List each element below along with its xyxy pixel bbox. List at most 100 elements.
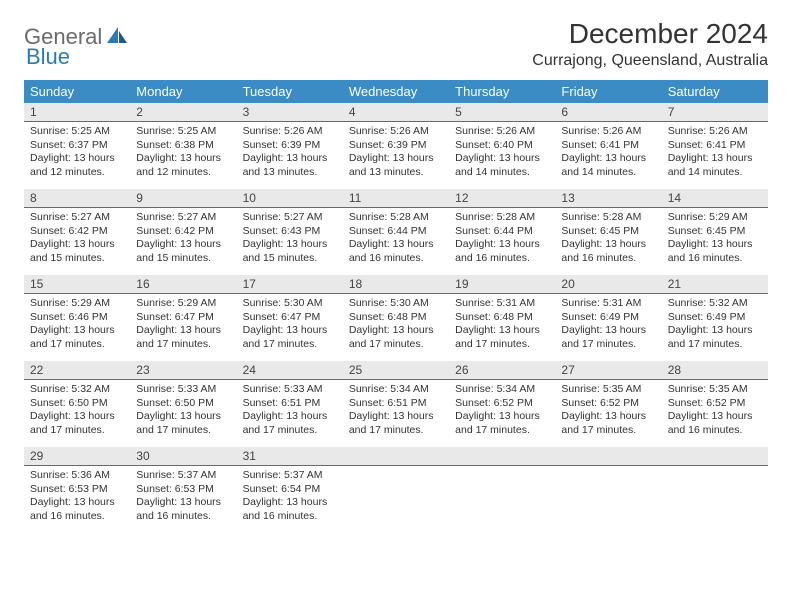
day-header-cell: Monday: [130, 80, 236, 103]
day-number: 19: [449, 275, 555, 294]
day-cell: 28Sunrise: 5:35 AMSunset: 6:52 PMDayligh…: [662, 361, 768, 447]
day-cell: 17Sunrise: 5:30 AMSunset: 6:47 PMDayligh…: [237, 275, 343, 361]
day-cell: 6Sunrise: 5:26 AMSunset: 6:41 PMDaylight…: [555, 103, 661, 189]
day-number: 7: [662, 103, 768, 122]
day-number: 25: [343, 361, 449, 380]
day-number: 18: [343, 275, 449, 294]
day-cell: 12Sunrise: 5:28 AMSunset: 6:44 PMDayligh…: [449, 189, 555, 275]
day-number: 9: [130, 189, 236, 208]
day-cell: 3Sunrise: 5:26 AMSunset: 6:39 PMDaylight…: [237, 103, 343, 189]
day-number: 13: [555, 189, 661, 208]
day-cell: 19Sunrise: 5:31 AMSunset: 6:48 PMDayligh…: [449, 275, 555, 361]
day-details: Sunrise: 5:29 AMSunset: 6:46 PMDaylight:…: [24, 294, 130, 358]
day-details: Sunrise: 5:29 AMSunset: 6:47 PMDaylight:…: [130, 294, 236, 358]
day-number: 6: [555, 103, 661, 122]
day-cell: 2Sunrise: 5:25 AMSunset: 6:38 PMDaylight…: [130, 103, 236, 189]
day-details: Sunrise: 5:33 AMSunset: 6:50 PMDaylight:…: [130, 380, 236, 444]
day-number: 24: [237, 361, 343, 380]
day-cell: 25Sunrise: 5:34 AMSunset: 6:51 PMDayligh…: [343, 361, 449, 447]
day-number: 14: [662, 189, 768, 208]
day-details: Sunrise: 5:37 AMSunset: 6:53 PMDaylight:…: [130, 466, 236, 530]
day-header-cell: Sunday: [24, 80, 130, 103]
day-details: Sunrise: 5:32 AMSunset: 6:50 PMDaylight:…: [24, 380, 130, 444]
day-cell: 18Sunrise: 5:30 AMSunset: 6:48 PMDayligh…: [343, 275, 449, 361]
month-title: December 2024: [532, 18, 768, 50]
day-details: Sunrise: 5:36 AMSunset: 6:53 PMDaylight:…: [24, 466, 130, 530]
empty-cell: [662, 447, 768, 533]
day-cell: 15Sunrise: 5:29 AMSunset: 6:46 PMDayligh…: [24, 275, 130, 361]
day-cell: 24Sunrise: 5:33 AMSunset: 6:51 PMDayligh…: [237, 361, 343, 447]
day-details: Sunrise: 5:26 AMSunset: 6:41 PMDaylight:…: [555, 122, 661, 186]
day-cell: 5Sunrise: 5:26 AMSunset: 6:40 PMDaylight…: [449, 103, 555, 189]
day-number: [343, 447, 449, 466]
day-details: Sunrise: 5:34 AMSunset: 6:51 PMDaylight:…: [343, 380, 449, 444]
day-details: Sunrise: 5:26 AMSunset: 6:39 PMDaylight:…: [237, 122, 343, 186]
day-header-cell: Tuesday: [237, 80, 343, 103]
day-number: [449, 447, 555, 466]
day-cell: 4Sunrise: 5:26 AMSunset: 6:39 PMDaylight…: [343, 103, 449, 189]
day-cell: 13Sunrise: 5:28 AMSunset: 6:45 PMDayligh…: [555, 189, 661, 275]
day-details: Sunrise: 5:30 AMSunset: 6:47 PMDaylight:…: [237, 294, 343, 358]
day-details: Sunrise: 5:32 AMSunset: 6:49 PMDaylight:…: [662, 294, 768, 358]
day-cell: 29Sunrise: 5:36 AMSunset: 6:53 PMDayligh…: [24, 447, 130, 533]
week-row: 29Sunrise: 5:36 AMSunset: 6:53 PMDayligh…: [24, 447, 768, 533]
header: General December 2024 Currajong, Queensl…: [24, 18, 768, 70]
day-details: Sunrise: 5:28 AMSunset: 6:45 PMDaylight:…: [555, 208, 661, 272]
day-cell: 20Sunrise: 5:31 AMSunset: 6:49 PMDayligh…: [555, 275, 661, 361]
day-number: 31: [237, 447, 343, 466]
day-cell: 27Sunrise: 5:35 AMSunset: 6:52 PMDayligh…: [555, 361, 661, 447]
day-details: Sunrise: 5:26 AMSunset: 6:41 PMDaylight:…: [662, 122, 768, 186]
day-number: 2: [130, 103, 236, 122]
day-cell: 8Sunrise: 5:27 AMSunset: 6:42 PMDaylight…: [24, 189, 130, 275]
week-row: 15Sunrise: 5:29 AMSunset: 6:46 PMDayligh…: [24, 275, 768, 361]
empty-cell: [555, 447, 661, 533]
day-cell: 16Sunrise: 5:29 AMSunset: 6:47 PMDayligh…: [130, 275, 236, 361]
day-details: Sunrise: 5:27 AMSunset: 6:42 PMDaylight:…: [130, 208, 236, 272]
day-number: [555, 447, 661, 466]
week-row: 8Sunrise: 5:27 AMSunset: 6:42 PMDaylight…: [24, 189, 768, 275]
day-cell: 23Sunrise: 5:33 AMSunset: 6:50 PMDayligh…: [130, 361, 236, 447]
day-details: Sunrise: 5:25 AMSunset: 6:38 PMDaylight:…: [130, 122, 236, 186]
calendar: SundayMondayTuesdayWednesdayThursdayFrid…: [24, 80, 768, 533]
day-cell: 11Sunrise: 5:28 AMSunset: 6:44 PMDayligh…: [343, 189, 449, 275]
day-number: 3: [237, 103, 343, 122]
day-number: 27: [555, 361, 661, 380]
day-number: 23: [130, 361, 236, 380]
day-details: Sunrise: 5:27 AMSunset: 6:42 PMDaylight:…: [24, 208, 130, 272]
day-number: 26: [449, 361, 555, 380]
day-cell: 1Sunrise: 5:25 AMSunset: 6:37 PMDaylight…: [24, 103, 130, 189]
day-details: Sunrise: 5:33 AMSunset: 6:51 PMDaylight:…: [237, 380, 343, 444]
day-cell: 7Sunrise: 5:26 AMSunset: 6:41 PMDaylight…: [662, 103, 768, 189]
week-row: 1Sunrise: 5:25 AMSunset: 6:37 PMDaylight…: [24, 103, 768, 189]
logo-text-2-wrap: Blue: [26, 44, 70, 70]
day-cell: 21Sunrise: 5:32 AMSunset: 6:49 PMDayligh…: [662, 275, 768, 361]
day-number: 28: [662, 361, 768, 380]
day-number: 4: [343, 103, 449, 122]
day-number: 11: [343, 189, 449, 208]
day-cell: 9Sunrise: 5:27 AMSunset: 6:42 PMDaylight…: [130, 189, 236, 275]
day-details: Sunrise: 5:35 AMSunset: 6:52 PMDaylight:…: [662, 380, 768, 444]
day-cell: 14Sunrise: 5:29 AMSunset: 6:45 PMDayligh…: [662, 189, 768, 275]
day-cell: 31Sunrise: 5:37 AMSunset: 6:54 PMDayligh…: [237, 447, 343, 533]
day-number: 20: [555, 275, 661, 294]
day-cell: 26Sunrise: 5:34 AMSunset: 6:52 PMDayligh…: [449, 361, 555, 447]
title-block: December 2024 Currajong, Queensland, Aus…: [532, 18, 768, 70]
day-number: 12: [449, 189, 555, 208]
day-details: Sunrise: 5:34 AMSunset: 6:52 PMDaylight:…: [449, 380, 555, 444]
day-details: Sunrise: 5:28 AMSunset: 6:44 PMDaylight:…: [449, 208, 555, 272]
day-details: Sunrise: 5:26 AMSunset: 6:40 PMDaylight:…: [449, 122, 555, 186]
week-row: 22Sunrise: 5:32 AMSunset: 6:50 PMDayligh…: [24, 361, 768, 447]
day-header-cell: Wednesday: [343, 80, 449, 103]
empty-cell: [449, 447, 555, 533]
day-number: [662, 447, 768, 466]
day-number: 5: [449, 103, 555, 122]
day-details: Sunrise: 5:31 AMSunset: 6:48 PMDaylight:…: [449, 294, 555, 358]
logo-text-2: Blue: [26, 44, 70, 69]
day-cell: 30Sunrise: 5:37 AMSunset: 6:53 PMDayligh…: [130, 447, 236, 533]
day-number: 8: [24, 189, 130, 208]
day-header-cell: Saturday: [662, 80, 768, 103]
day-cell: 10Sunrise: 5:27 AMSunset: 6:43 PMDayligh…: [237, 189, 343, 275]
day-number: 17: [237, 275, 343, 294]
day-header-row: SundayMondayTuesdayWednesdayThursdayFrid…: [24, 80, 768, 103]
day-details: Sunrise: 5:25 AMSunset: 6:37 PMDaylight:…: [24, 122, 130, 186]
